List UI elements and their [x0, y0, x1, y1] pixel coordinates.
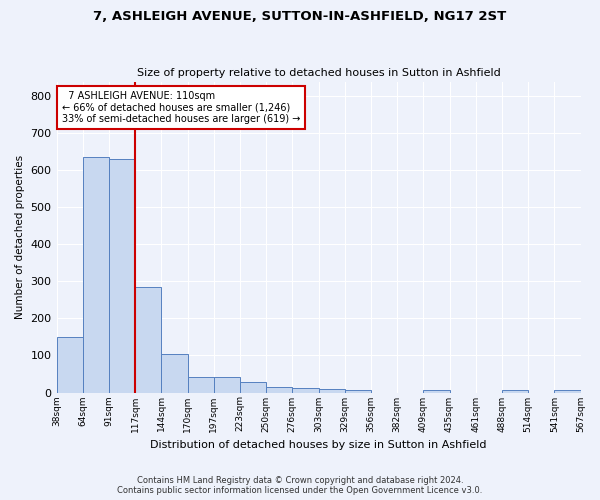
Bar [319, 389, 345, 392]
Bar [345, 390, 371, 392]
Bar [424, 390, 449, 392]
Bar [266, 388, 292, 392]
Bar [554, 390, 581, 392]
Bar [109, 160, 135, 392]
Bar [188, 376, 214, 392]
Bar [502, 390, 528, 392]
Bar [161, 354, 188, 393]
Bar [240, 382, 266, 392]
Y-axis label: Number of detached properties: Number of detached properties [15, 155, 25, 319]
X-axis label: Distribution of detached houses by size in Sutton in Ashfield: Distribution of detached houses by size … [150, 440, 487, 450]
Bar [135, 287, 161, 393]
Text: 7, ASHLEIGH AVENUE, SUTTON-IN-ASHFIELD, NG17 2ST: 7, ASHLEIGH AVENUE, SUTTON-IN-ASHFIELD, … [94, 10, 506, 23]
Bar [292, 388, 319, 392]
Bar [214, 377, 240, 392]
Bar [83, 158, 109, 392]
Text: Contains HM Land Registry data © Crown copyright and database right 2024.
Contai: Contains HM Land Registry data © Crown c… [118, 476, 482, 495]
Title: Size of property relative to detached houses in Sutton in Ashfield: Size of property relative to detached ho… [137, 68, 500, 78]
Text: 7 ASHLEIGH AVENUE: 110sqm
← 66% of detached houses are smaller (1,246)
33% of se: 7 ASHLEIGH AVENUE: 110sqm ← 66% of detac… [62, 91, 300, 124]
Bar [56, 337, 83, 392]
